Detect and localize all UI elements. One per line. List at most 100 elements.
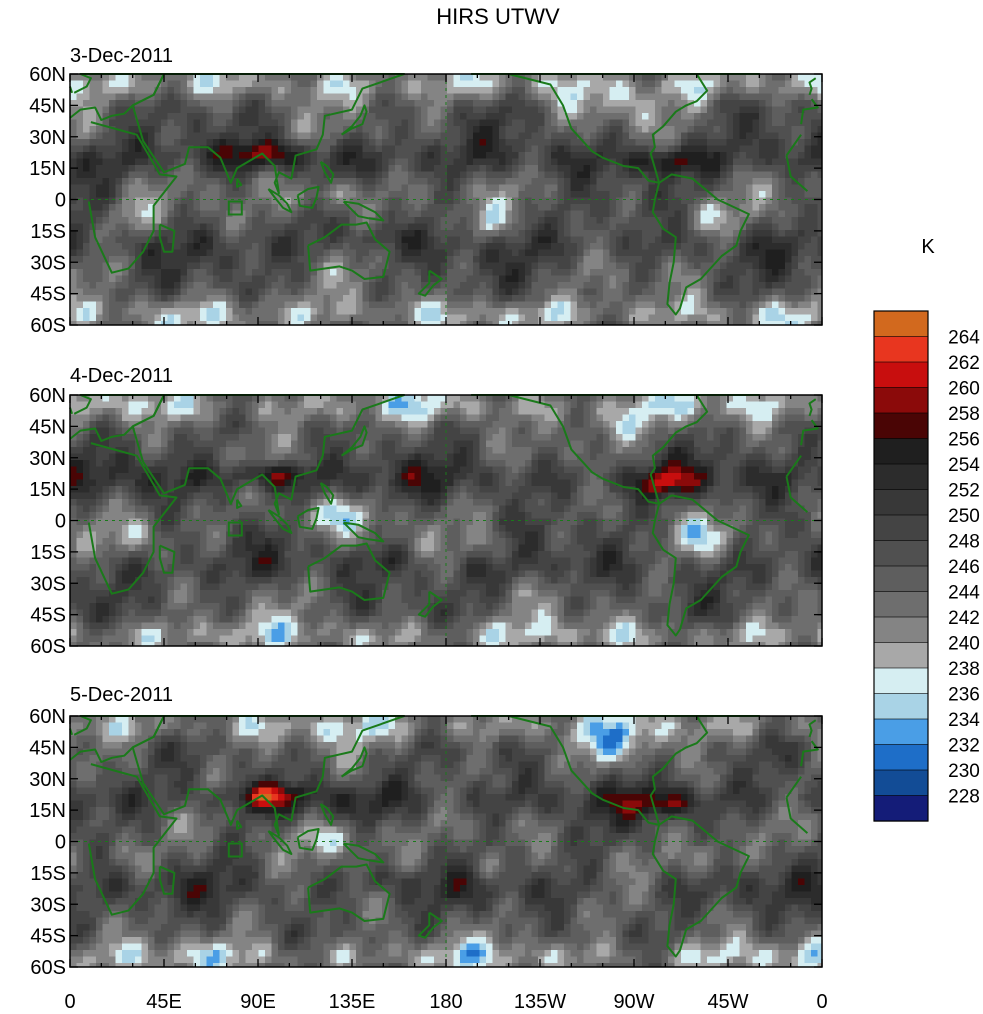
coastline-africa <box>87 121 809 274</box>
lon-label: 45E <box>146 991 182 1013</box>
coastline-madagascar <box>158 865 176 895</box>
panel-2-date: 4-Dec-2011 <box>70 365 173 387</box>
lon-label: 180 <box>429 991 462 1013</box>
colorbar-label: 228 <box>948 787 980 808</box>
colorbar-swatch <box>873 718 929 746</box>
coastline-philippines <box>319 160 335 184</box>
colorbar-label: 256 <box>948 430 980 451</box>
panel-2-lat-labels: 60N 45N 30N 15N 0 15S 30S 45S 60S <box>29 385 66 658</box>
colorbar-label: 238 <box>948 659 980 680</box>
colorbar-label: 264 <box>948 328 980 349</box>
coastline-ngunea <box>342 200 385 222</box>
lat-label: 45N <box>29 95 66 117</box>
colorbar-label: 234 <box>948 710 980 731</box>
coastline-nz <box>417 269 443 297</box>
colorbar-swatch <box>873 438 929 465</box>
lat-label: 30S <box>30 894 66 916</box>
lon-label: 90E <box>240 991 276 1013</box>
colorbar-swatch <box>873 387 929 414</box>
lat-label: 0 <box>55 832 66 854</box>
colorbar-label: 260 <box>948 379 980 400</box>
longitude-labels: 0 45E 90E 135E 180 135W 90W 45W 0 <box>64 991 827 1013</box>
coastline-namerica <box>471 73 709 184</box>
colorbar-swatch <box>873 489 929 516</box>
colorbar: 264 262 260 258 256 254 252 250 248 246 244 242 240 2… <box>873 310 980 822</box>
coastline-samerica <box>651 494 750 637</box>
coastline-australia <box>307 863 391 922</box>
colorbar-swatch <box>873 693 929 720</box>
colorbar-label: 230 <box>948 761 980 782</box>
coastline-philippines <box>319 482 335 505</box>
lat-label: 0 <box>55 190 66 212</box>
lat-label: 60N <box>29 706 66 728</box>
panel-3-date: 5-Dec-2011 <box>70 684 173 706</box>
panel-1-field <box>70 74 823 326</box>
colorbar-label: 236 <box>948 685 980 706</box>
lat-label: 15S <box>30 863 66 885</box>
lat-label: 45S <box>30 284 66 306</box>
colorbar-swatch <box>873 361 929 389</box>
coastline-samerica <box>651 815 750 958</box>
lat-label: 30N <box>29 769 66 791</box>
coastline-srilanka <box>236 820 243 830</box>
lat-label: 15N <box>29 800 66 822</box>
marker-box <box>227 200 243 216</box>
marker-box <box>227 521 243 537</box>
lat-label: 0 <box>55 511 66 533</box>
lat-label: 15N <box>29 479 66 501</box>
panel-2-coastlines <box>69 394 819 637</box>
coastline-madagascar <box>158 544 176 574</box>
panel-3-ticks <box>69 715 823 968</box>
colorbar-swatch <box>873 769 929 797</box>
map-panel-1: 3-Dec-2011 60N 45N 30N 15N 0 15S 30S 45S 60S <box>29 45 823 337</box>
coastline-namerica <box>471 394 709 505</box>
colorbar-label: 244 <box>948 583 980 604</box>
colorbar-label: 254 <box>948 455 980 476</box>
coastline-japan <box>340 746 368 778</box>
coastline-namerica <box>471 715 709 826</box>
coastline-ngunea <box>342 521 385 543</box>
lat-label: 15N <box>29 158 66 180</box>
figure-title: HIRS UTWV <box>436 4 560 29</box>
map-panel-3: 5-Dec-2011 60N 45N 30N 15N 0 15S 30S 45S 60S <box>29 684 823 979</box>
colorbar-swatch <box>873 412 929 440</box>
lon-label: 135E <box>329 991 376 1013</box>
coastline-borneo <box>296 506 320 530</box>
colorbar-swatch <box>873 744 929 771</box>
panel-1-date: 3-Dec-2011 <box>70 45 173 67</box>
coastline-madagascar <box>158 223 176 253</box>
lat-label: 60S <box>30 636 66 658</box>
coastline-srilanka <box>236 178 243 188</box>
colorbar-swatch <box>873 565 929 593</box>
lat-label: 45N <box>29 416 66 438</box>
marker-box <box>227 842 243 858</box>
lat-label: 30S <box>30 573 66 595</box>
coastline-australia <box>307 542 391 601</box>
colorbar-swatch <box>873 616 929 644</box>
colorbar-swatch <box>873 667 929 695</box>
coastline-africa <box>87 763 809 916</box>
lat-label: 45S <box>30 926 66 948</box>
colorbar-swatch <box>873 463 929 491</box>
colorbar-label: 240 <box>948 634 980 655</box>
colorbar-unit: K <box>921 236 935 258</box>
coastline-srilanka <box>236 499 243 509</box>
panel-3-lat-labels: 60N 45N 30N 15N 0 15S 30S 45S 60S <box>29 706 66 979</box>
colorbar-swatch <box>873 642 929 669</box>
lat-label: 60N <box>29 385 66 407</box>
panel-2-ticks <box>69 394 823 647</box>
colorbar-label: 246 <box>948 557 980 578</box>
colorbar-swatch <box>873 591 929 618</box>
colorbar-label: 242 <box>948 608 980 629</box>
panel-3-field <box>70 716 823 968</box>
lon-label: 135W <box>514 991 566 1013</box>
lat-label: 60S <box>30 957 66 979</box>
coastline-nz <box>417 590 443 618</box>
coastline-samerica <box>651 173 750 316</box>
coastline-australia <box>307 221 391 280</box>
coastline-sumatra <box>267 509 293 534</box>
lat-label: 30N <box>29 448 66 470</box>
colorbar-label: 258 <box>948 404 980 425</box>
coastline-japan <box>340 104 368 136</box>
colorbar-label: 262 <box>948 353 980 374</box>
